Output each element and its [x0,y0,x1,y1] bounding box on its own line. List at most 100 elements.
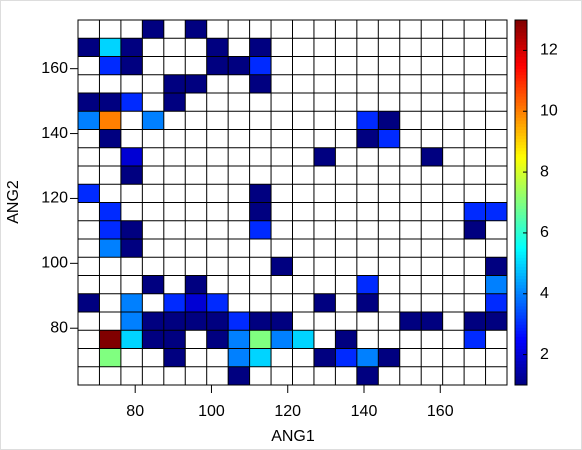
colorbar-segment [515,299,527,304]
colorbar-segment [515,120,527,124]
colorbar-segment [515,74,527,79]
colorbar-tick-label: 8 [540,163,549,180]
heat-cell [120,239,143,258]
colorbar-segment [515,50,527,54]
colorbar-segment [515,278,527,283]
colorbar-segment [515,141,527,146]
heat-cell [120,220,143,239]
colorbar-segment [515,178,527,182]
heat-cell [464,312,486,331]
heat-cell [356,275,379,294]
heat-cell [185,293,207,312]
colorbar-segment [515,263,527,267]
heat-cell [99,202,121,221]
colorbar-segment [515,99,527,103]
colorbar-segment [515,354,527,359]
heat-cell [163,74,186,93]
colorbar-segment [515,345,527,349]
heat-cell [142,20,164,39]
x-tick-label: 100 [198,403,225,420]
heat-cell [249,312,272,331]
heat-cell [163,330,186,349]
colorbar-segment [515,184,527,188]
x-tick-label: 120 [274,403,301,420]
colorbar-segment [515,135,527,140]
colorbar-segment [515,223,527,228]
heat-cell [271,312,293,331]
colorbar-segment [515,217,527,222]
heat-cell [185,275,207,294]
colorbar-segment [515,226,527,231]
colorbar-segment [515,108,527,112]
heat-cell [249,56,272,75]
x-tick-label: 160 [427,403,454,420]
x-tick-label: 80 [126,403,144,420]
heat-cell [120,312,143,331]
colorbar-segment [515,305,527,310]
colorbar-segment [515,47,527,51]
colorbar-segment [515,339,527,343]
heat-cell [249,184,272,203]
colorbar-segment [515,65,527,70]
heat-cell [485,275,507,294]
colorbar-segment [515,284,527,289]
colorbar-segment [515,342,527,346]
colorbar-segment [515,202,527,207]
colorbar-segment [515,169,527,173]
heat-cell [78,38,100,57]
colorbar-segment [515,381,527,386]
colorbar-segment [515,62,527,67]
colorbar-segment [515,187,527,191]
heat-cell [228,348,250,367]
y-tick-label: 100 [41,255,68,272]
colorbar-segment [515,235,527,240]
colorbar-segment [515,266,527,270]
colorbar-segment [515,287,527,292]
heat-cell [271,257,293,276]
heat-cell [464,202,486,221]
colorbar-segment [515,193,527,197]
heat-cell [78,93,100,112]
heat-cell [485,312,507,331]
colorbar-segment [515,330,527,334]
heat-cell [99,239,121,258]
heat-cell [78,111,100,130]
heat-cell [378,348,400,367]
colorbar-segment [515,348,527,353]
colorbar-segment [515,172,527,176]
heat-cell [99,111,121,130]
colorbar-tick-label: 12 [540,42,558,59]
heat-cell [485,202,507,221]
heat-cell [99,38,121,57]
colorbar-segment [515,29,527,33]
heat-cell [78,184,100,203]
colorbar-segment [515,38,527,42]
colorbar-segment [515,96,527,100]
heat-cell [120,293,143,312]
colorbar-segment [515,260,527,264]
heat-cell [163,348,186,367]
colorbar-segment [515,318,527,322]
colorbar-segment [515,162,527,167]
colorbar-segment [515,32,527,36]
heat-cell [142,275,164,294]
colorbar-segment [515,147,527,152]
colorbar-segment [515,327,527,331]
colorbar-segment [515,378,527,383]
x-tick-label: 140 [351,403,378,420]
colorbar-segment [515,315,527,319]
colorbar-segment [515,102,527,106]
heat-cell [313,348,336,367]
colorbar-segment [515,26,527,30]
colorbar-segment [515,35,527,39]
heat-cell [356,111,379,130]
colorbar-segment [515,93,527,97]
heat-cell [99,93,121,112]
colorbar-segment [515,308,527,313]
heat-cell [271,330,293,349]
heat-cell [163,312,186,331]
colorbar-segment [515,23,527,27]
colorbar-segment [515,159,527,164]
heat-cell [120,93,143,112]
colorbar-segment [515,83,527,88]
